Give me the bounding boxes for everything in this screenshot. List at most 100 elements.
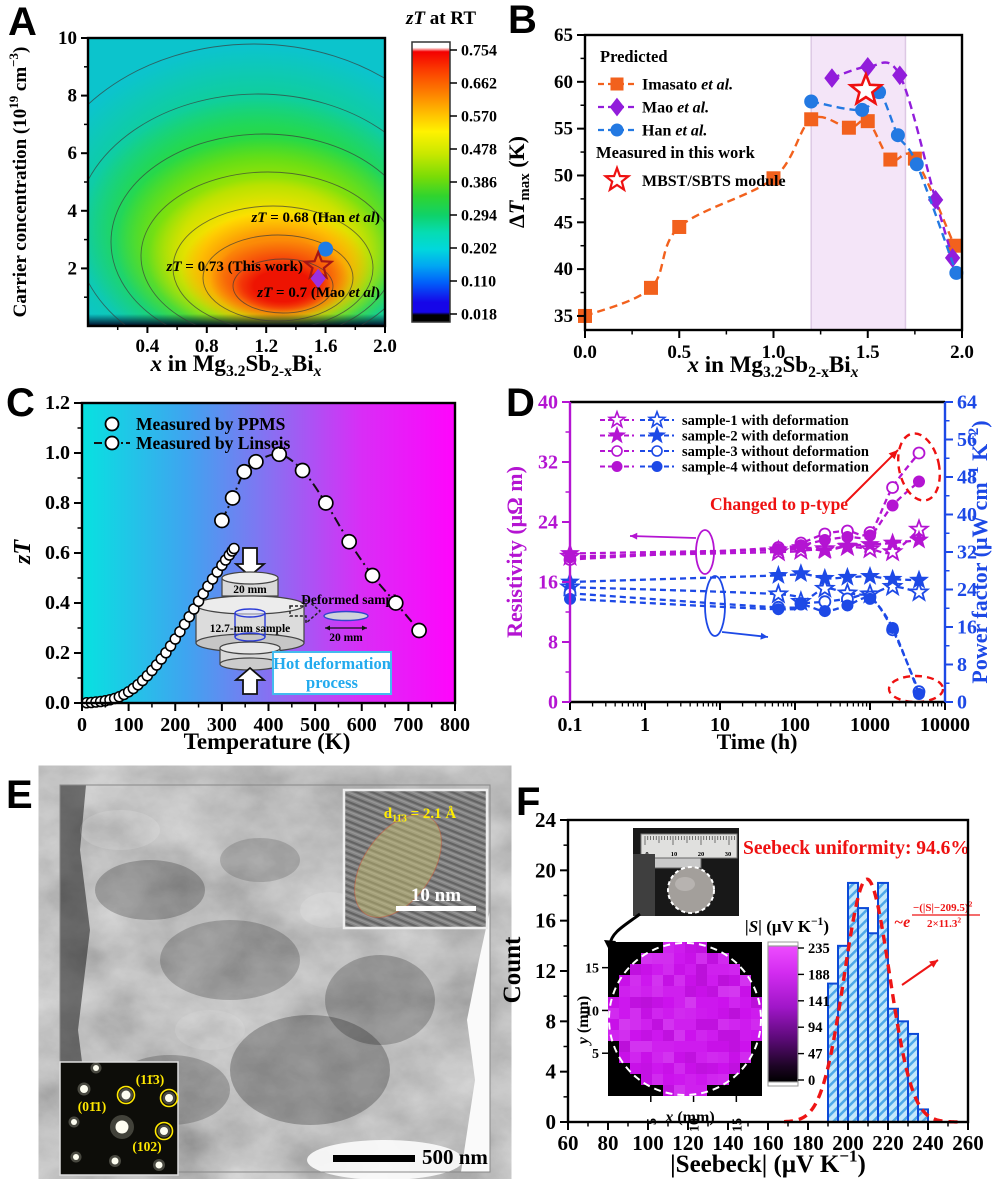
b-legend: Predicted Imasato et al. Mao et al. Han et …	[596, 47, 786, 193]
f-histogram-bar	[877, 881, 889, 1123]
c-inset-deformed-label: Deformed sample	[301, 592, 403, 607]
a-y-axis-title: Carrier concentration (1019 cm−3)	[6, 47, 31, 318]
d-right-tick-label: 48	[957, 467, 977, 489]
e-hrtem-scalebar	[396, 906, 476, 911]
panel-c-line-chart: 20 mm 12.7-mm sample Deformed sample 20 mm H…	[10, 392, 470, 754]
c-legend-ppms: Measured by PPMS	[136, 414, 285, 434]
d-x-tick-label: 0.1	[558, 714, 583, 736]
c-y-tick-label: 1.2	[45, 392, 70, 414]
f-map-colorbar: |S| (μV K−1) 235 188 141 94 47 0	[745, 915, 830, 1089]
f-map-x-label: x (mm)	[664, 1109, 714, 1126]
f-map-colorbar-tick: 188	[808, 967, 830, 983]
panel-c-axes: 0 100 200 300 400 500 600 700 800 0.0 0.2 0.4 0.6 0.8…	[10, 392, 470, 754]
contour-lines	[88, 43, 385, 326]
c-x-tick-label: 500	[300, 714, 330, 736]
e-hrtem-inset: d11̄3 = 2.1 Å 10 nm	[342, 788, 489, 930]
f-x-tick-label: 80	[598, 1131, 619, 1155]
f-histogram-bar	[867, 932, 879, 1123]
b-legend-item: Mao et al.	[642, 100, 709, 117]
d-right-tick-label: 56	[957, 429, 977, 451]
a-y-tick-label: 10	[58, 28, 77, 49]
c-legend-linseis: Measured by Linseis	[136, 433, 290, 453]
f-map-y-tick: 5	[592, 1047, 599, 1062]
b-x-tick-label: 1.5	[856, 342, 880, 363]
f-ruler-number: 30	[725, 851, 732, 858]
b-legend-item: Han et al.	[642, 123, 707, 140]
f-y-tick-label: 16	[535, 909, 556, 933]
c-x-tick-label: 800	[440, 714, 470, 736]
b-x-tick-label: 2.0	[950, 342, 974, 363]
b-y-tick-label: 40	[554, 259, 573, 280]
panel-a-colorbar: zT at RT 0.754 0.662 0.570 0.478 0.386 0.294 0.…	[405, 8, 497, 324]
d-right-tick-label: 8	[957, 654, 967, 676]
f-x-axis-title: |Seebeck| (μV K−1)	[670, 1147, 866, 1179]
f-formula-prefix: ~e	[894, 914, 910, 931]
d-power-factor-series-2	[559, 563, 929, 591]
c-x-tick-label: 100	[114, 714, 144, 736]
e-d-spacing-label: d11̄3 = 2.1 Å	[384, 806, 457, 824]
f-x-tick-label: 260	[952, 1131, 984, 1155]
f-x-tick-label: 120	[672, 1131, 704, 1155]
c-y-tick-label: 0.4	[45, 592, 70, 614]
c-x-tick-label: 200	[160, 714, 190, 736]
c-x-tick-label: 400	[254, 714, 284, 736]
annotation-han: zT = 0.68 (Han et al)	[250, 210, 380, 226]
f-y-tick-label: 24	[535, 808, 557, 832]
panel-b-content: Predicted Imasato et al. Mao et al. Han et …	[504, 25, 974, 381]
a-colorbar-tick-label: 0.662	[461, 76, 497, 93]
d-x-axis-title: Time (h)	[717, 729, 798, 754]
f-x-tick-label: 200	[832, 1131, 864, 1155]
f-y-tick-label: 12	[535, 959, 556, 983]
annotation-this-work: zT = 0.73 (This work)	[166, 259, 303, 275]
c-x-tick-label: 700	[393, 714, 423, 736]
a-x-tick-label: 1.2	[254, 336, 278, 357]
b-x-tick-label: 0.0	[573, 342, 597, 363]
panel-f-content: Seebeck uniformity: 94.6% ~e−(|S|−209.5)2…	[499, 808, 984, 1178]
b-series-1	[578, 112, 962, 323]
d-right-tick-label: 64	[957, 392, 977, 414]
d-x-tick-label: 1000	[850, 714, 890, 736]
panel-b-axes: 0.0 0.5 1.0 1.5 2.0 35 40 45 50 55 60 65 x in Mg3.2S…	[504, 25, 974, 381]
f-map-colorbar-tick: 94	[808, 1020, 823, 1036]
d-x-tick-label: 1	[640, 714, 650, 736]
b-y-tick-label: 65	[554, 25, 573, 46]
f-formula-denominator: 2×11.32	[927, 915, 961, 930]
panel-f-axes: 60 80 100 120 140 160 180 200 220 240 260048121620…	[499, 808, 984, 1178]
panel-b-letter: B	[508, 0, 537, 42]
c-y-tick-label: 0.0	[45, 692, 70, 714]
c-inset-top-die-label: 20 mm	[233, 584, 267, 596]
panel-e-letter: E	[6, 773, 33, 817]
c-inset-sample-label: 12.7-mm sample	[210, 623, 291, 635]
f-y-axis-title: Count	[499, 936, 526, 1003]
panel-a-data-points: zT = 0.68 (Han et al) zT = 0.73 (This wor…	[166, 210, 380, 301]
panel-a-contour-chart: zT = 0.68 (Han et al) zT = 0.73 (This wor…	[6, 8, 497, 380]
a-y-tick-label: 2	[68, 258, 78, 279]
c-x-axis-title: Temperature (K)	[184, 729, 351, 754]
a-y-tick-label: 8	[68, 86, 78, 107]
d-axis-indicators	[629, 529, 769, 640]
b-legend-module-label: MBST/SBTS module	[642, 173, 786, 190]
d-right-tick-label: 32	[957, 542, 977, 564]
a-colorbar-title: zT at RT	[405, 8, 476, 29]
d-p-type-annotation: Changed to p-type	[710, 432, 945, 704]
d-p-type-text: Changed to p-type	[710, 494, 848, 514]
a-x-tick-label: 0.4	[136, 336, 160, 357]
f-y-tick-label: 8	[546, 1009, 557, 1033]
a-x-axis-title: x in Mg3.2Sb2-xBix	[150, 351, 322, 380]
contour-fill-layers	[88, 38, 385, 326]
e-scalebar-label: 500 nm	[422, 1145, 488, 1169]
annotation-mao: zT = 0.7 (Mao et al)	[256, 285, 380, 301]
c-series-linseis	[214, 446, 427, 639]
a-colorbar-tick-label: 0.386	[461, 175, 497, 192]
d-right-axis-title: Power factor (μW cm−1 K−2)	[966, 420, 992, 683]
a-colorbar-tick-label: 0.570	[461, 109, 497, 126]
d-legend-item: sample-1 with deformation	[682, 413, 849, 429]
c-series-ppms	[80, 542, 240, 709]
f-x-tick-label: 240	[912, 1131, 944, 1155]
f-map-colorbar-tick: 47	[808, 1047, 823, 1063]
b-legend-measured-title: Measured in this work	[596, 143, 756, 162]
